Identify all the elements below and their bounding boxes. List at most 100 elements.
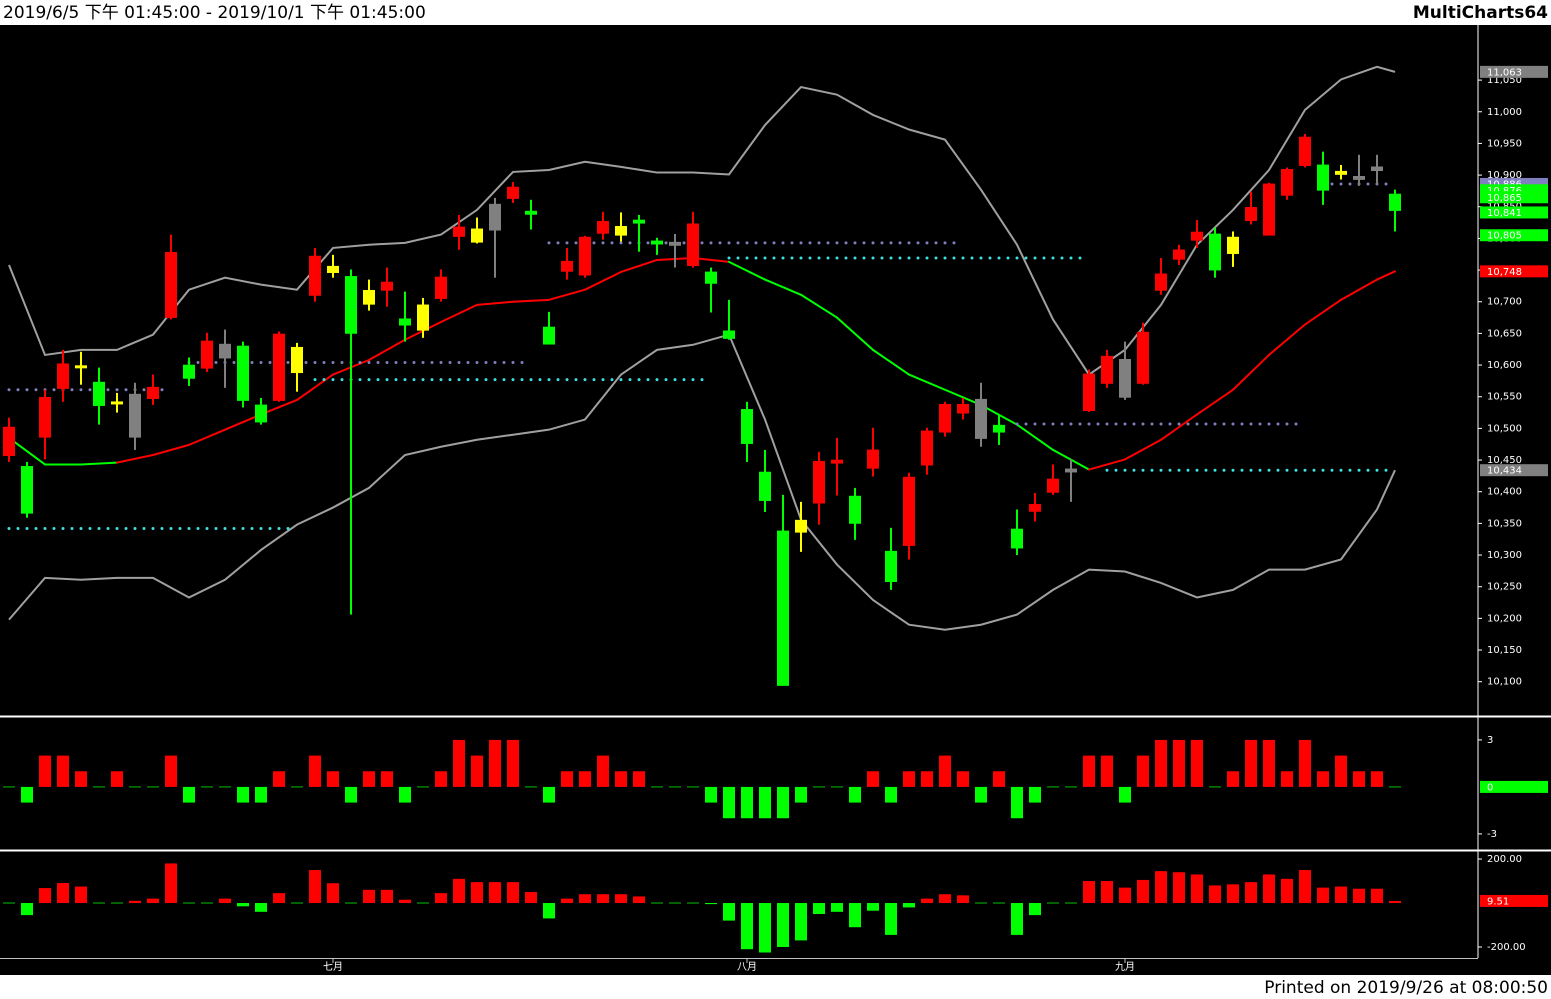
moving-average	[620, 258, 658, 273]
candle-body	[975, 398, 987, 439]
histogram-bar	[1353, 771, 1365, 787]
histogram-bar	[867, 771, 879, 787]
histogram-bar	[525, 892, 537, 904]
y-tick-label: -200.00	[1487, 942, 1526, 953]
histogram-bar	[471, 755, 483, 787]
x-tick-label: 七月	[323, 961, 343, 973]
axis-value-label-box	[1480, 65, 1548, 78]
candle-body	[957, 403, 969, 414]
last-value-label-box	[1480, 894, 1548, 907]
histogram-bar	[957, 771, 969, 787]
candle-body	[3, 426, 15, 456]
histogram-bar	[1335, 755, 1347, 787]
candle-body	[399, 318, 411, 326]
histogram-bar	[435, 771, 447, 787]
histogram-bar	[273, 771, 285, 787]
histogram-bar	[363, 889, 375, 904]
histogram-bar	[1083, 755, 1095, 787]
candle-body	[219, 343, 231, 359]
histogram-bar	[975, 786, 987, 803]
axis-value-label: 10,865	[1487, 193, 1522, 204]
candle-body	[237, 345, 249, 401]
histogram-bar	[1317, 887, 1329, 904]
histogram-bar	[471, 882, 483, 904]
candle-body	[651, 240, 663, 245]
candle-body	[327, 265, 339, 273]
y-tick-label: 10,250	[1487, 582, 1522, 593]
histogram-bar	[1191, 739, 1203, 787]
histogram-bar	[1263, 739, 1275, 787]
histogram-bar	[1137, 879, 1149, 904]
histogram-bar	[129, 900, 141, 904]
axis-value-label-box	[1480, 229, 1548, 242]
histogram-bar	[1011, 786, 1023, 819]
histogram-bar	[489, 882, 501, 904]
histogram-bar	[489, 739, 501, 787]
histogram-bar	[381, 889, 393, 904]
histogram-bar	[1281, 878, 1293, 904]
histogram-bar	[777, 786, 789, 819]
candle-body	[1353, 175, 1365, 180]
x-tick-label: 八月	[737, 961, 757, 973]
histogram-bar	[561, 898, 573, 904]
histogram-bar	[255, 903, 267, 912]
moving-average	[1340, 278, 1378, 301]
moving-average	[1304, 298, 1342, 326]
histogram-bar	[849, 903, 861, 928]
candle-body	[1281, 169, 1293, 196]
candle-body	[1173, 249, 1185, 260]
y-tick-label: 10,500	[1487, 423, 1522, 434]
moving-average	[800, 293, 838, 319]
candle-body	[1263, 183, 1275, 236]
y-tick-label: 11,050	[1487, 75, 1522, 86]
histogram-bar	[75, 886, 87, 904]
candle-body	[255, 404, 267, 423]
histogram-bar	[939, 894, 951, 904]
histogram-bar	[1101, 755, 1113, 787]
header-bar	[0, 0, 1551, 25]
histogram-bar	[21, 903, 33, 916]
histogram-bar	[1389, 900, 1401, 904]
axis-value-label: 10,748	[1487, 267, 1522, 278]
bollinger-lower	[8, 333, 1396, 631]
histogram-bar	[993, 771, 1005, 787]
candle-body	[939, 403, 951, 433]
histogram-bar	[1299, 739, 1311, 787]
histogram-bar	[327, 771, 339, 787]
histogram-bar	[309, 755, 321, 787]
candle-body	[849, 495, 861, 524]
histogram-bar	[39, 888, 51, 904]
histogram-bar	[633, 896, 645, 904]
moving-average	[116, 453, 154, 464]
candle-body	[777, 530, 789, 686]
histogram-bar	[363, 771, 375, 787]
print-note: Printed on 2019/9/26 at 08:00:50	[1264, 978, 1548, 998]
y-tick-label: 10,900	[1487, 170, 1522, 181]
moving-average	[836, 316, 874, 351]
candle-body	[21, 466, 33, 514]
candle-body	[345, 276, 357, 334]
candle-body	[597, 220, 609, 234]
candle-body	[291, 346, 303, 374]
candle-body	[543, 326, 555, 345]
histogram-bar	[795, 786, 807, 803]
candle-body	[993, 424, 1005, 433]
candle-body	[921, 430, 933, 466]
histogram-bar	[1155, 871, 1167, 904]
histogram-bar	[939, 755, 951, 787]
histogram-bar	[921, 771, 933, 787]
candle-body	[183, 364, 195, 379]
candle-body	[489, 203, 501, 231]
moving-average	[1196, 388, 1234, 416]
histogram-bar	[21, 786, 33, 803]
histogram-bar	[1155, 739, 1167, 787]
candle-body	[1245, 207, 1257, 222]
histogram-bar	[597, 894, 609, 904]
candle-body	[1155, 273, 1167, 291]
candle-body	[813, 460, 825, 504]
histogram-bar	[435, 893, 447, 904]
candle-body	[705, 271, 717, 284]
histogram-bar	[741, 786, 753, 819]
histogram-bar	[1137, 755, 1149, 787]
